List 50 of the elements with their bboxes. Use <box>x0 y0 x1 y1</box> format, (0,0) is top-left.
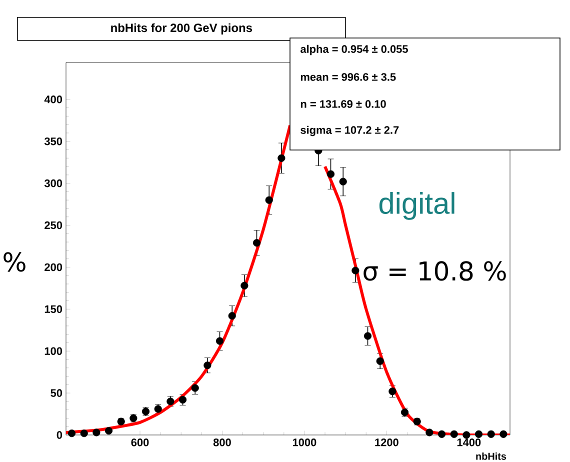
point <box>240 282 248 290</box>
point <box>352 266 360 274</box>
x-axis-title: nbHits <box>476 452 506 460</box>
annotation: digital <box>379 192 454 220</box>
point <box>252 239 261 247</box>
y-tick-label: 200 <box>44 263 62 272</box>
x-tick-label: 1200 <box>375 438 398 446</box>
point <box>376 357 384 365</box>
point <box>388 388 396 396</box>
point <box>326 170 335 178</box>
point <box>68 430 76 438</box>
y-tick-label: 50 <box>50 389 62 397</box>
point <box>462 431 470 439</box>
annotation: mean = 996.6 ± 3.5 <box>300 73 396 81</box>
y-tick-label: 150 <box>44 305 62 314</box>
point <box>216 337 224 345</box>
point <box>426 428 434 436</box>
y-tick-label: 250 <box>44 221 62 230</box>
point <box>450 430 458 438</box>
y-tick-label: 0 <box>56 431 62 439</box>
point <box>339 178 347 186</box>
text: alpha = 0.954 ± 0.055 <box>300 44 408 56</box>
y-tick-label: 100 <box>44 347 62 355</box>
point <box>166 398 174 406</box>
chart-title: nbHits for 200 GeV pions <box>111 23 252 34</box>
x-tick-label: 1400 <box>457 438 481 446</box>
y-tick-label: 350 <box>44 137 62 146</box>
point <box>487 430 495 438</box>
point <box>474 430 483 438</box>
point <box>178 396 187 404</box>
point <box>364 332 372 340</box>
point <box>278 154 286 162</box>
point <box>500 430 508 438</box>
point <box>80 430 88 438</box>
y-tick-label: 300 <box>44 179 62 188</box>
point <box>92 428 100 436</box>
point <box>228 312 236 320</box>
point <box>104 426 113 435</box>
x-tick-label: 1000 <box>292 438 316 446</box>
point <box>438 430 446 438</box>
point <box>204 362 212 370</box>
annotation: n = 131.69 ± 0.10 <box>300 100 386 108</box>
text: % <box>4 252 26 272</box>
point <box>191 384 199 392</box>
y-tick-label: 400 <box>44 96 62 104</box>
x-tick-label: 800 <box>213 438 231 446</box>
x-tick-label: 600 <box>131 438 149 446</box>
annotation: σ = 10.8 % <box>364 261 506 281</box>
annotation: sigma = 107.2 ± 2.7 <box>300 126 399 136</box>
point <box>265 196 273 204</box>
